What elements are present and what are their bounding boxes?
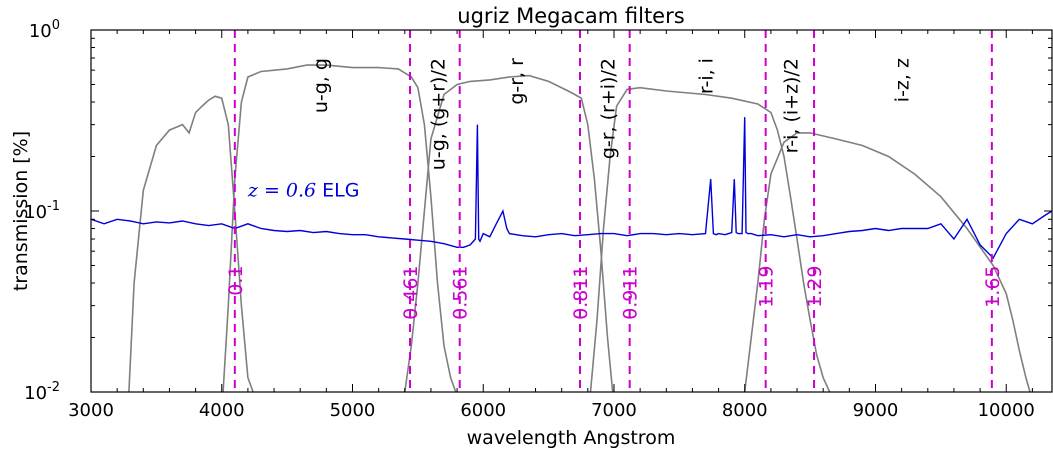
data-layer xyxy=(91,30,1052,392)
filter-curve-u xyxy=(128,95,254,392)
redshift-label-7: 1.65 xyxy=(982,265,1004,307)
filter-curve-i xyxy=(589,86,831,392)
filter-curve-g xyxy=(222,64,457,392)
redshift-label-4: 0.911 xyxy=(620,265,642,319)
x-tick-label-2: 5000 xyxy=(330,400,376,421)
y-tick-exponent: -2 xyxy=(47,380,60,395)
y-tick-base: 10 xyxy=(29,21,52,42)
redshift-label-1: 0.461 xyxy=(400,265,422,319)
band-label-0: u-g, g xyxy=(310,58,332,113)
y-tick-exponent: -1 xyxy=(47,199,60,214)
y-tick-base: 10 xyxy=(24,383,47,404)
y-tick-label-0: 10-2 xyxy=(24,380,60,404)
spectrum-label: z = 0.6 ELG xyxy=(247,180,360,202)
y-tick-base: 10 xyxy=(24,202,47,223)
x-tick-label-7: 10000 xyxy=(978,400,1035,421)
x-axis-label: wavelength Angstrom xyxy=(467,427,676,449)
x-tick-label-5: 8000 xyxy=(722,400,768,421)
x-tick-label-6: 9000 xyxy=(853,400,899,421)
chart-title: ugriz Megacam filters xyxy=(457,4,684,28)
x-tick-label-4: 7000 xyxy=(591,400,637,421)
y-tick-label-2: 100 xyxy=(29,18,60,42)
y-tick-exponent: 0 xyxy=(52,18,60,33)
redshift-label-6: 1.29 xyxy=(804,265,826,307)
spectrum-label-text: ELG xyxy=(316,180,359,202)
elg-spectrum-line xyxy=(91,117,1052,260)
redshift-label-5: 1.19 xyxy=(756,265,778,307)
x-tick-label-0: 3000 xyxy=(68,400,114,421)
plot-area: 0.1 0.461 0.561 0.811 0.911 1.19 1.29 1.65 u-g, … xyxy=(24,18,1053,421)
redshift-label-2: 0.561 xyxy=(450,265,472,319)
redshift-label-0: 0.1 xyxy=(225,265,247,295)
redshift-label-3: 0.811 xyxy=(570,265,592,319)
x-tick-label-1: 4000 xyxy=(199,400,245,421)
y-axis-label: transmission [%] xyxy=(10,131,32,291)
band-label-5: r-i, (i+z)/2 xyxy=(781,58,803,153)
band-label-4: r-i, i xyxy=(696,58,718,94)
filter-curve-z xyxy=(743,132,1031,392)
band-label-2: g-r, r xyxy=(506,58,528,105)
x-tick-label-3: 6000 xyxy=(460,400,506,421)
spectrum-label-math: z = 0.6 xyxy=(247,180,316,202)
band-label-3: g-r, (r+i)/2 xyxy=(597,58,619,159)
band-label-1: u-g, (g+r)/2 xyxy=(427,58,449,170)
filter-curve-r xyxy=(404,74,614,392)
band-label-6: i-z, z xyxy=(892,58,914,102)
y-tick-label-1: 10-1 xyxy=(24,199,60,223)
